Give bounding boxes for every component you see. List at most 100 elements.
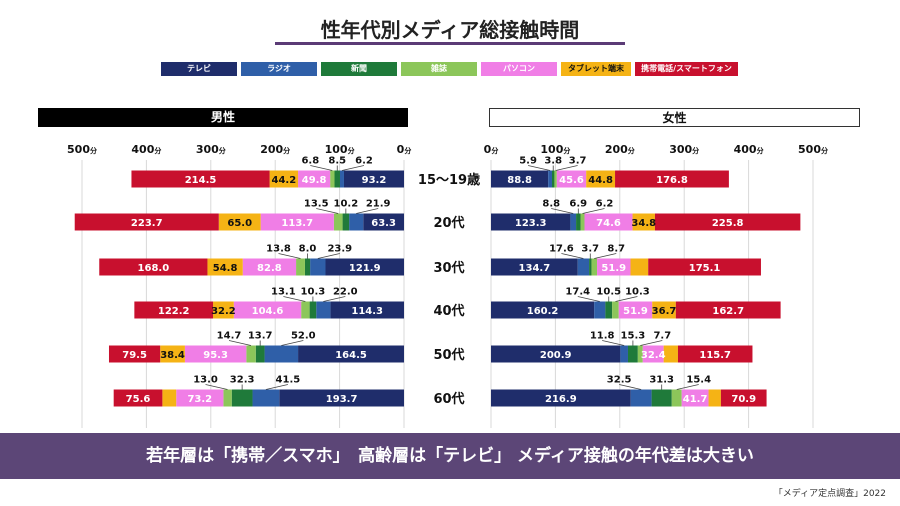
female-value-label: 160.2 — [527, 306, 559, 317]
female-value-label: 51.9 — [601, 263, 626, 274]
female-bar-segment — [491, 258, 578, 276]
female-bar-segment — [551, 170, 555, 188]
male-leader-line — [205, 384, 228, 390]
male-value-label: 122.2 — [158, 306, 190, 317]
female-bar-segment — [594, 301, 606, 319]
male-bar-segment — [298, 345, 404, 363]
female-bar-segment — [577, 258, 590, 276]
male-bar-segment — [339, 170, 344, 188]
female-tick-label: 0分 — [484, 143, 499, 156]
male-bar-segment — [99, 258, 208, 276]
male-leader-line — [341, 165, 365, 171]
male-tick-label: 500分 — [67, 143, 97, 156]
male-tick-label: 400分 — [131, 143, 161, 156]
male-leader-line — [283, 296, 306, 302]
female-tick-label: 300分 — [669, 143, 699, 156]
male-value-label: 121.9 — [349, 263, 381, 274]
female-tick-label: 200分 — [605, 143, 635, 156]
male-outside-value-label: 52.0 — [291, 331, 316, 342]
male-outside-value-label: 32.3 — [230, 375, 255, 386]
female-bar-segment — [491, 170, 549, 188]
female-value-label: 51.9 — [623, 306, 648, 317]
female-value-label: 175.1 — [689, 263, 721, 274]
female-bar-segment — [570, 213, 577, 231]
male-bar-segment — [333, 213, 343, 231]
male-leader-line — [228, 340, 252, 346]
female-bar-segment — [612, 301, 619, 319]
female-outside-value-label: 15.4 — [686, 375, 711, 386]
female-bar-segment — [708, 389, 721, 407]
female-value-label: 36.7 — [652, 306, 677, 317]
male-bar-segment — [269, 170, 299, 188]
summary-banner: 若年層は「携帯／スマホ」 高齢層は「テレビ」 メディア接触の年代差は大きい — [0, 433, 900, 479]
male-bar-segment — [131, 170, 270, 188]
male-bar-segment — [334, 170, 340, 188]
male-value-label: 113.7 — [281, 218, 313, 229]
female-outside-value-label: 3.7 — [569, 156, 587, 167]
male-outside-value-label: 8.5 — [328, 156, 346, 167]
legend-item-magazine: 雑誌 — [401, 62, 477, 76]
male-bar-segment — [330, 301, 404, 319]
male-outside-value-label: 13.8 — [266, 244, 291, 255]
female-value-label: 216.9 — [545, 394, 577, 405]
male-bar-segment — [176, 389, 224, 407]
male-value-label: 223.7 — [131, 218, 163, 229]
male-leader-line — [278, 253, 301, 259]
male-value-label: 44.2 — [271, 175, 296, 186]
female-bar-segment — [491, 389, 631, 407]
male-value-label: 193.7 — [326, 394, 358, 405]
female-value-label: 225.8 — [712, 218, 744, 229]
age-group-label: 30代 — [433, 260, 464, 276]
male-bar-segment — [74, 213, 219, 231]
male-outside-value-label: 8.0 — [299, 244, 317, 255]
male-tick-label: 300分 — [196, 143, 226, 156]
female-bar-segment — [632, 213, 655, 231]
male-bar-segment — [325, 258, 404, 276]
female-bar-segment — [615, 170, 729, 188]
male-value-label: 104.6 — [252, 306, 284, 317]
female-leader-line — [676, 384, 699, 390]
female-bar-segment — [591, 258, 598, 276]
male-outside-value-label: 6.8 — [301, 156, 319, 167]
male-bar-segment — [207, 258, 243, 276]
male-tick-label: 200分 — [260, 143, 290, 156]
female-leader-line — [555, 165, 578, 171]
male-panel-header: 男性 — [38, 108, 408, 127]
age-group-label: 20代 — [433, 215, 464, 231]
female-outside-value-label: 6.2 — [596, 199, 614, 210]
male-leader-line — [265, 384, 288, 390]
female-bar-segment — [648, 258, 761, 276]
female-bar-segment — [491, 301, 595, 319]
male-tick-label: 100分 — [325, 143, 355, 156]
male-bar-segment — [349, 213, 364, 231]
male-outside-value-label: 22.0 — [333, 287, 358, 298]
male-bar-segment — [330, 170, 335, 188]
female-bar-segment — [651, 389, 672, 407]
female-value-label: 44.8 — [588, 175, 613, 186]
female-bar-segment — [589, 258, 592, 276]
female-value-label: 88.8 — [507, 175, 532, 186]
male-outside-value-label: 41.5 — [276, 375, 301, 386]
male-outside-value-label: 6.2 — [355, 156, 373, 167]
female-bar-segment — [548, 170, 552, 188]
female-bar-segment — [671, 389, 682, 407]
female-outside-value-label: 31.3 — [649, 375, 674, 386]
male-bar-segment — [309, 301, 317, 319]
male-leader-line — [316, 208, 339, 214]
male-bar-segment — [264, 345, 299, 363]
male-value-label: 54.8 — [213, 263, 238, 274]
female-bar-segment — [618, 301, 653, 319]
female-bar-segment — [620, 345, 628, 363]
male-outside-value-label: 13.5 — [304, 199, 329, 210]
female-outside-value-label: 6.9 — [569, 199, 587, 210]
source-note: 「メディア定点調査」2022 — [773, 489, 886, 499]
female-outside-value-label: 17.4 — [565, 287, 590, 298]
female-value-label: 45.6 — [559, 175, 584, 186]
male-bar-segment — [260, 213, 334, 231]
male-value-label: 38.4 — [160, 350, 185, 361]
female-bar-segment — [663, 345, 678, 363]
legend-item-mobile: 携帯電話/スマートフォン — [635, 62, 738, 76]
age-group-label: 40代 — [433, 303, 464, 319]
female-bar-segment — [677, 345, 753, 363]
